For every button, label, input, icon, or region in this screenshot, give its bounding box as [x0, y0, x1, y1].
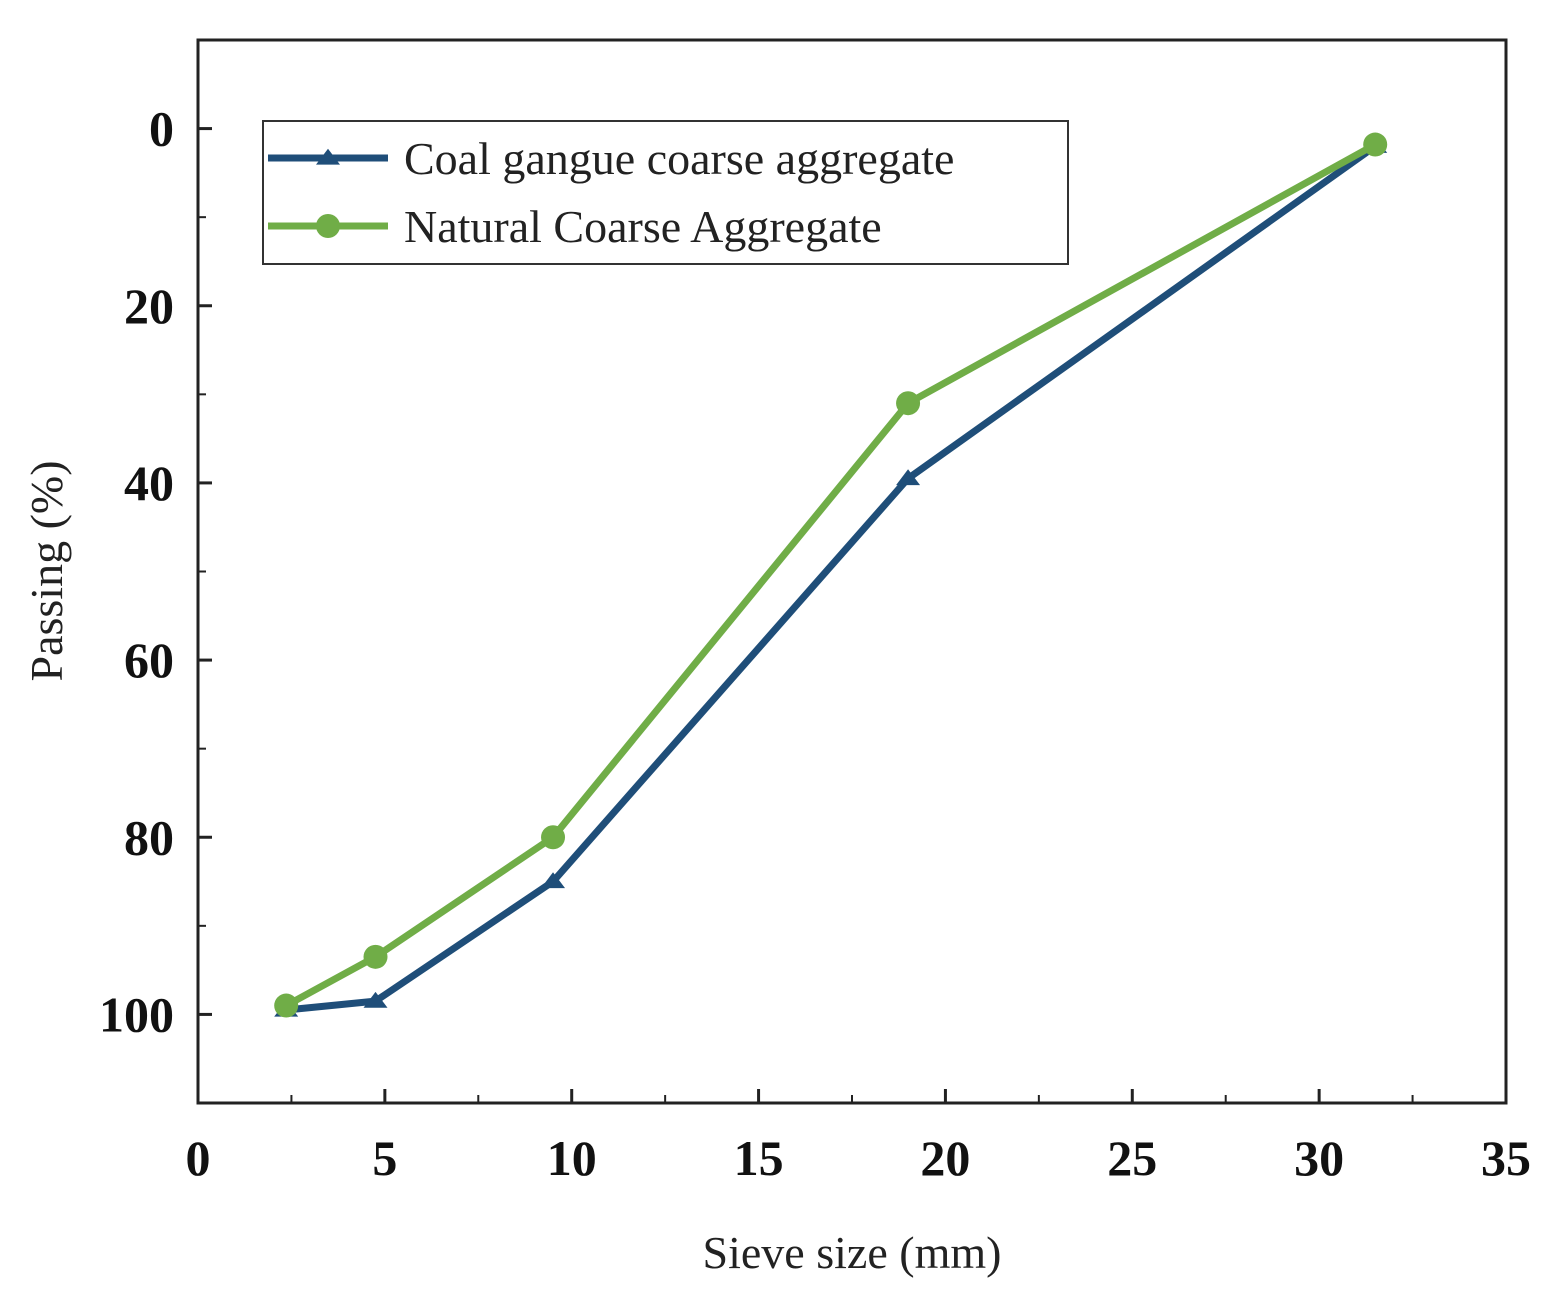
- x-tick-label: 20: [920, 1130, 970, 1186]
- legend-label: Natural Coarse Aggregate: [404, 201, 882, 252]
- y-tick-label: 40: [124, 455, 174, 511]
- x-tick-label: 30: [1294, 1130, 1344, 1186]
- y-tick-label: 60: [124, 632, 174, 688]
- x-axis-title: Sieve size (mm): [703, 1227, 1002, 1278]
- legend-label: Coal gangue coarse aggregate: [404, 133, 954, 184]
- legend: Coal gangue coarse aggregate Natural Coar…: [262, 120, 1069, 265]
- x-tick-label: 25: [1107, 1130, 1157, 1186]
- data-point-0-2: [541, 872, 566, 889]
- data-point-1-0: [274, 993, 299, 1018]
- y-axis-title: Passing (%): [21, 460, 72, 681]
- y-tick-label: 80: [124, 809, 174, 865]
- data-point-1-4: [1363, 132, 1388, 157]
- data-point-0-3: [896, 469, 921, 486]
- series-line-1: [284, 141, 1377, 1009]
- x-tick-label: 15: [734, 1130, 784, 1186]
- legend-swatch-marker: [316, 214, 340, 238]
- x-tick-label: 0: [186, 1130, 211, 1186]
- data-point-1-2: [541, 825, 566, 850]
- y-tick-label: 100: [99, 986, 174, 1042]
- legend-items: Coal gangue coarse aggregate Natural Coar…: [268, 133, 954, 252]
- axis-ticks: 0 5 10 15 20 25 30 35 0 20 40 60 80 100: [99, 101, 1531, 1186]
- x-tick-label: 10: [547, 1130, 597, 1186]
- data-point-1-3: [896, 391, 921, 416]
- legend-box: [262, 120, 1069, 265]
- x-tick-label: 35: [1481, 1130, 1531, 1186]
- series-line-0: [285, 143, 1378, 1014]
- legend-item-1: Natural Coarse Aggregate: [268, 201, 882, 252]
- legend-swatch-marker: [316, 148, 340, 165]
- data-point-1-1: [363, 944, 388, 969]
- x-tick-label: 5: [372, 1130, 397, 1186]
- series-0: [274, 137, 1388, 1017]
- y-tick-label: 0: [149, 101, 174, 157]
- series-1: [274, 132, 1388, 1018]
- legend-item-0: Coal gangue coarse aggregate: [268, 133, 954, 184]
- y-tick-label: 20: [124, 278, 174, 334]
- data-point-0-1: [363, 991, 388, 1008]
- series-layer: [274, 132, 1388, 1018]
